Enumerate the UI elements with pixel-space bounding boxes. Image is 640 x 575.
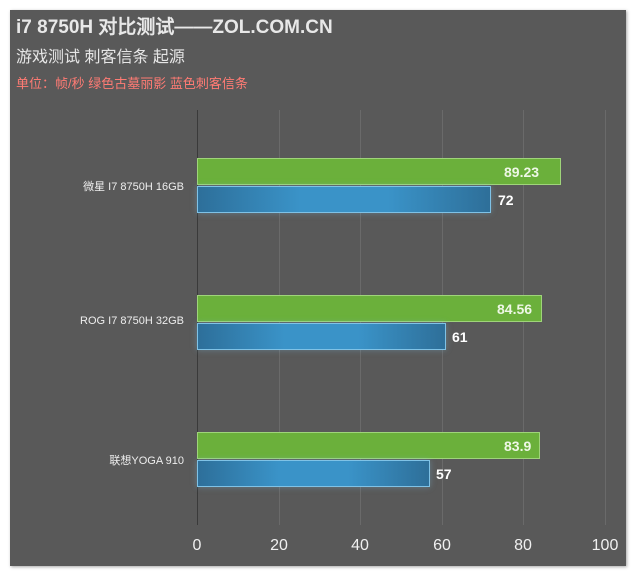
bar-green-row3 [197, 432, 540, 459]
gridline-100 [605, 110, 606, 525]
chart-subtitle: 游戏测试 刺客信条 起源 [16, 49, 185, 66]
category-label: 微星 I7 8750H 16GB [83, 181, 184, 193]
value-label-blue-row2: 61 [452, 329, 468, 345]
value-label-green-row1: 89.23 [504, 164, 540, 180]
x-tick-label: 100 [591, 537, 619, 554]
bar-green-row1 [197, 158, 561, 185]
x-tick-label: 80 [514, 537, 532, 554]
chart-title: i7 8750H 对比测试——ZOL.COM.CN [16, 17, 333, 38]
x-tick-label: 20 [270, 537, 288, 554]
value-label-green-row2: 84.56 [497, 301, 533, 317]
bar-blue-row1 [197, 186, 491, 213]
unit-legend-note: 单位：帧/秒 绿色古墓丽影 蓝色刺客信条 [16, 76, 248, 91]
x-tick-label: 60 [433, 537, 451, 554]
x-tick-label: 40 [351, 537, 369, 554]
bar-blue-row3 [197, 460, 430, 487]
value-label-blue-row1: 72 [498, 192, 514, 208]
x-tick-label: 0 [192, 537, 202, 554]
category-label: ROG I7 8750H 32GB [80, 315, 184, 327]
bar-green-row2 [197, 295, 542, 322]
value-label-blue-row3: 57 [436, 466, 452, 482]
value-label-green-row3: 83.9 [504, 438, 532, 454]
category-label: 联想YOGA 910 [109, 455, 184, 467]
bar-blue-row2 [197, 323, 446, 350]
